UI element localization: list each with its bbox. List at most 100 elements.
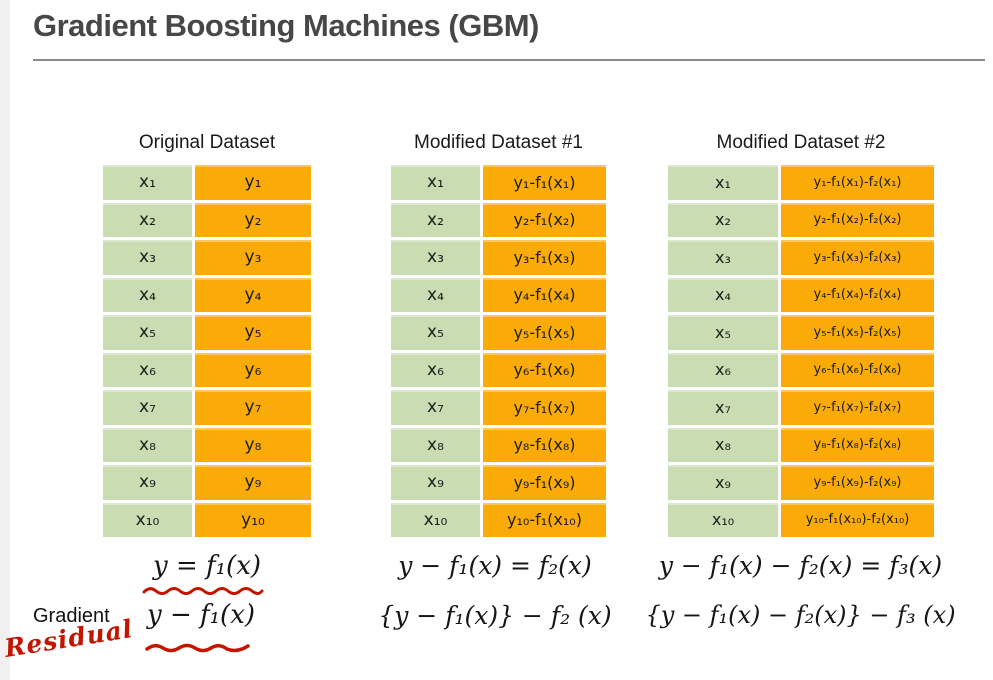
y-cell: y₁₀ [195,502,311,537]
x-cell: x₂ [391,202,480,237]
red-wavy-underline-icon [142,587,264,595]
table-row: x₉ y₉ [103,465,311,500]
y-cell: y₈-f₁(x₈) [483,427,606,462]
x-cell: x₁ [668,165,778,200]
y-cell: y₃-f₁(x₃) [483,240,606,275]
table-row: x₃ y₃-f₁(x₃) [391,240,606,275]
equation-col1-line2: y − f₁(x) [147,600,255,630]
table-title: Modified Dataset #1 [414,132,583,153]
table-row: x₁₀ y₁₀-f₁(x₁₀) [391,502,606,537]
y-cell: y₄-f₁(x₄)-f₂(x₄) [781,277,934,312]
table-row: x₄ y₄-f₁(x₄)-f₂(x₄) [668,277,934,312]
y-cell: y₁ [195,165,311,200]
table-title: Original Dataset [138,132,276,153]
y-cell: y₄-f₁(x₄) [483,277,606,312]
table-row: x₁₀ y₁₀-f₁(x₁₀)-f₂(x₁₀) [668,502,934,537]
modified-dataset-2-table: x₁ y₁-f₁(x₁)-f₂(x₁) x₂ y₂-f₁(x₂)-f₂(x₂) x₃ y₃… [665,162,937,540]
x-cell: x₄ [391,277,480,312]
x-cell: x₃ [668,240,778,275]
x-cell: x₅ [391,315,480,350]
equation-col1-line1: y = f₁(x) [153,551,261,581]
table-title: Modified Dataset #2 [716,132,886,153]
x-cell: x₇ [668,390,778,425]
table-row: x₇ y₇ [103,390,311,425]
table-row: x₁ y₁-f₁(x₁) [391,165,606,200]
x-cell: x₆ [668,352,778,387]
x-cell: x₉ [391,465,480,500]
table-row: x₁ y₁ [103,165,311,200]
table-row: x₂ y₂ [103,202,311,237]
table-row: x₄ y₄ [103,277,311,312]
x-cell: x₁₀ [668,502,778,537]
x-cell: x₇ [391,390,480,425]
y-cell: y₁-f₁(x₁) [483,165,606,200]
table-row: x₃ y₃ [103,240,311,275]
equation-col3-line2: {y − f₁(x) − f₂(x)} − f₃ (x) [645,601,956,629]
table-row: x₆ y₆-f₁(x₆)-f₂(x₆) [668,352,934,387]
x-cell: x₅ [103,315,192,350]
equation-col2-line1: y − f₁(x) = f₂(x) [398,551,592,580]
table-row: x₅ y₅-f₁(x₅) [391,315,606,350]
table-row: x₈ y₈-f₁(x₈) [391,427,606,462]
y-cell: y₁₀-f₁(x₁₀)-f₂(x₁₀) [781,502,934,537]
x-cell: x₁ [391,165,480,200]
x-cell: x₈ [668,427,778,462]
table-row: x₅ y₅-f₁(x₅)-f₂(x₅) [668,315,934,350]
x-cell: x₂ [103,202,192,237]
x-cell: x₄ [668,277,778,312]
y-cell: y₂ [195,202,311,237]
y-cell: y₆ [195,352,311,387]
table-row: x₆ y₆-f₁(x₆) [391,352,606,387]
x-cell: x₈ [391,427,480,462]
table-row: x₅ y₅ [103,315,311,350]
x-cell: x₁ [103,165,192,200]
table-row: x₇ y₇-f₁(x₇) [391,390,606,425]
table-row: x₃ y₃-f₁(x₃)-f₂(x₃) [668,240,934,275]
y-cell: y₉-f₁(x₉) [483,465,606,500]
table-row: x₈ y₈ [103,427,311,462]
modified-dataset-1-block: Modified Dataset #1 x₁ y₁-f₁(x₁) x₂ y₂-f₁(x… [388,130,609,540]
page-title: Gradient Boosting Machines (GBM) [33,8,539,43]
original-dataset-table: x₁ y₁ x₂ y₂ x₃ y₃ x₄ y₄ x₅ y₅ x₆ y₆ x₇ y₇ x₈ y₈ x₉ y₉ x₁₀ y… [100,162,314,540]
x-cell: x₉ [103,465,192,500]
modified-dataset-1-table: x₁ y₁-f₁(x₁) x₂ y₂-f₁(x₂) x₃ y₃-f₁(x₃) x₄ y₄-f₁… [388,162,609,540]
slide-edge-strip [0,0,10,680]
y-cell: y₁₀-f₁(x₁₀) [483,502,606,537]
y-cell: y₅-f₁(x₅) [483,315,606,350]
y-cell: y₃ [195,240,311,275]
y-cell: y₅ [195,315,311,350]
equation-col2-line2: {y − f₁(x)} − f₂ (x) [378,601,612,630]
y-cell: y₂-f₁(x₂)-f₂(x₂) [781,202,934,237]
x-cell: x₄ [103,277,192,312]
x-cell: x₇ [103,390,192,425]
y-cell: y₇ [195,390,311,425]
y-cell: y₈-f₁(x₈)-f₂(x₈) [781,427,934,462]
y-cell: y₉-f₁(x₉)-f₂(x₉) [781,465,934,500]
table-row: x₁ y₁-f₁(x₁)-f₂(x₁) [668,165,934,200]
y-cell: y₂-f₁(x₂) [483,202,606,237]
table-row: x₉ y₉-f₁(x₉)-f₂(x₉) [668,465,934,500]
y-cell: y₇-f₁(x₇) [483,390,606,425]
y-cell: y₈ [195,427,311,462]
table-row: x₇ y₇-f₁(x₇)-f₂(x₇) [668,390,934,425]
x-cell: x₃ [103,240,192,275]
table-row: x₉ y₉-f₁(x₉) [391,465,606,500]
modified-dataset-2-block: Modified Dataset #2 x₁ y₁-f₁(x₁)-f₂(x₁) x₂… [665,130,937,540]
equation-col3-line1: y − f₁(x) − f₂(x) = f₃(x) [658,551,943,580]
x-cell: x₅ [668,315,778,350]
table-row: x₂ y₂-f₁(x₂)-f₂(x₂) [668,202,934,237]
y-cell: y₆-f₁(x₆) [483,352,606,387]
table-row: x₁₀ y₁₀ [103,502,311,537]
x-cell: x₁₀ [103,502,192,537]
x-cell: x₉ [668,465,778,500]
table-row: x₈ y₈-f₁(x₈)-f₂(x₈) [668,427,934,462]
x-cell: x₂ [668,202,778,237]
y-cell: y₇-f₁(x₇)-f₂(x₇) [781,390,934,425]
y-cell: y₃-f₁(x₃)-f₂(x₃) [781,240,934,275]
original-dataset-block: Original Dataset x₁ y₁ x₂ y₂ x₃ y₃ x₄ y₄ x₅ y₅ x₆ y… [100,130,314,540]
table-row: x₄ y₄-f₁(x₄) [391,277,606,312]
x-cell: x₁₀ [391,502,480,537]
y-cell: y₁-f₁(x₁)-f₂(x₁) [781,165,934,200]
red-wavy-underline-icon [145,643,250,653]
